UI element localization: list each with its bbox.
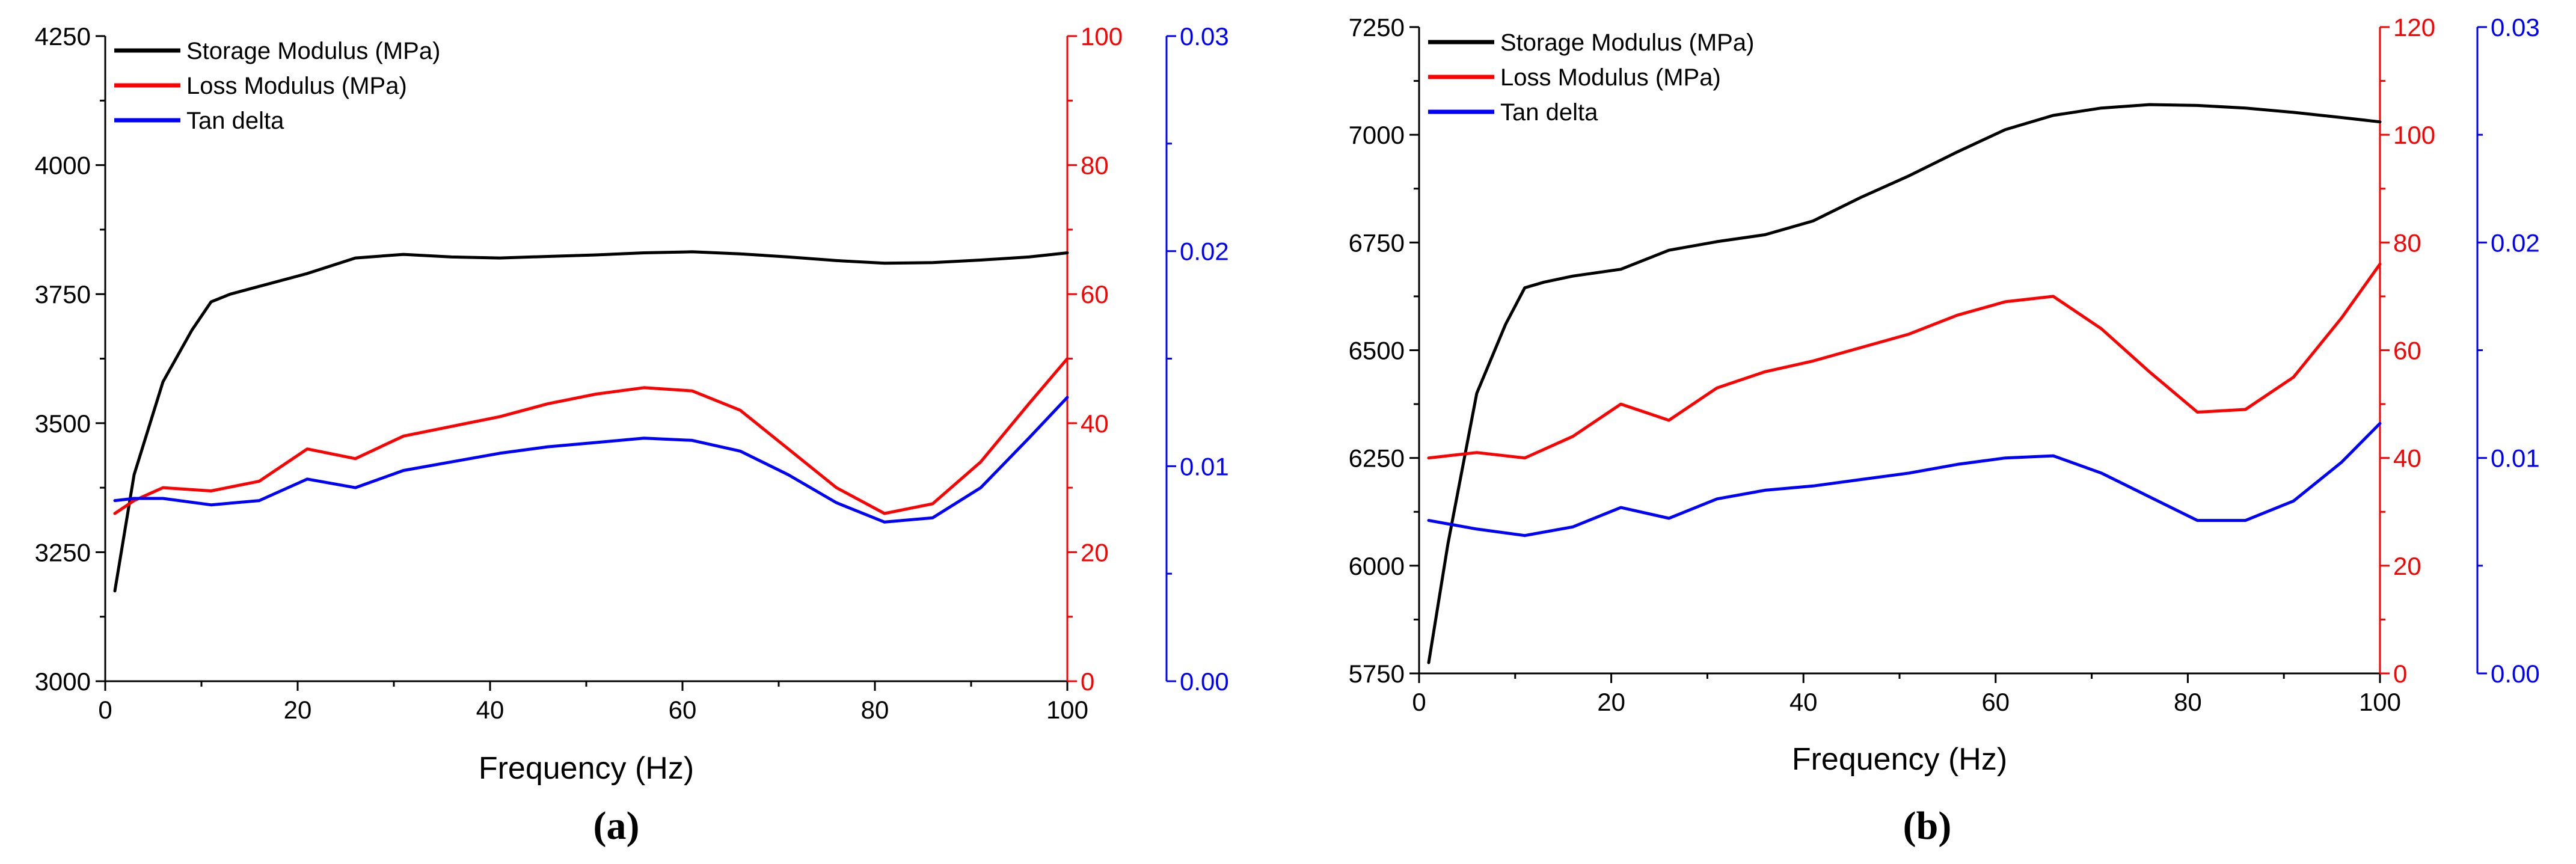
x-tick-label: 0 (1412, 688, 1426, 716)
loss-y-tick-label: 80 (1081, 152, 1109, 180)
legend-label: Storage Modulus (MPa) (1500, 29, 1754, 56)
loss-y-tick-label: 0 (1081, 667, 1094, 696)
chart-panel-b: 0 20 40 60 80 100 5750 6000 6250 6500 6750 7000 7250… (1349, 13, 2540, 848)
left-y-tick-label: 6250 (1349, 444, 1405, 473)
loss-modulus-line (1427, 262, 2382, 460)
left-y-tick-label: 3000 (35, 667, 91, 696)
left-y-tick-label: 3750 (35, 280, 91, 308)
loss-y-tick-label: 100 (1081, 22, 1123, 51)
loss-y-tick-label: 60 (1081, 280, 1109, 308)
legend-label: Loss Modulus (MPa) (1500, 64, 1721, 91)
legend: Storage Modulus (MPa) Loss Modulus (MPa) T… (1428, 29, 1754, 126)
loss-y-tick-label: 60 (2393, 337, 2421, 365)
loss-y-tick-label: 20 (1081, 538, 1109, 566)
x-axis-title: Frequency (Hz) (1792, 742, 2007, 777)
left-y-tick-label: 4250 (35, 22, 91, 51)
left-y-tick-label: 3250 (35, 538, 91, 566)
loss-y-tick-label: 80 (2393, 228, 2421, 257)
x-tick-label: 80 (861, 696, 889, 724)
left-y-tick-label: 5750 (1349, 660, 1405, 688)
tan-y-tick-label: 0.02 (1180, 237, 1229, 266)
panel-label: (a) (593, 804, 640, 848)
left-y-tick-label: 4000 (35, 152, 91, 180)
x-axis-title: Frequency (Hz) (479, 751, 694, 786)
left-y-tick-label: 3500 (35, 409, 91, 438)
loss-y-tick-label: 0 (2393, 660, 2407, 688)
x-tick-label: 0 (98, 696, 112, 724)
x-tick-label: 20 (1597, 688, 1625, 716)
storage-modulus-line (1427, 103, 2382, 664)
left-y-tick-label: 6500 (1349, 337, 1405, 365)
panel-label: (b) (1903, 804, 1952, 848)
loss-y-tick-label: 100 (2393, 121, 2435, 149)
left-y-tick-label: 6750 (1349, 228, 1405, 257)
x-tick-label: 100 (1046, 696, 1088, 724)
left-y-tick-label: 7250 (1349, 13, 1405, 41)
x-tick-label: 60 (669, 696, 697, 724)
left-y-tick-label: 6000 (1349, 552, 1405, 580)
storage-modulus-line (113, 250, 1069, 593)
x-tick-label: 40 (476, 696, 504, 724)
tan-y-tick-label: 0.03 (2491, 13, 2540, 41)
tan-delta-line (113, 396, 1069, 524)
tan-delta-line (1427, 421, 2382, 538)
x-tick-label: 40 (1789, 688, 1818, 716)
tan-y-tick-label: 0.00 (2491, 660, 2540, 688)
x-tick-label: 100 (2359, 688, 2401, 716)
loss-y-tick-label: 40 (2393, 444, 2421, 473)
tan-y-tick-label: 0.00 (1180, 667, 1229, 696)
legend-label: Tan delta (1500, 99, 1598, 126)
legend-label: Tan delta (186, 108, 284, 134)
left-y-tick-label: 7000 (1349, 121, 1405, 149)
loss-y-tick-label: 120 (2393, 13, 2435, 41)
tan-y-tick-label: 0.03 (1180, 22, 1229, 51)
loss-y-tick-label: 20 (2393, 552, 2421, 580)
x-tick-label: 60 (1981, 688, 2010, 716)
tan-y-tick-label: 0.02 (2491, 228, 2540, 257)
legend-label: Loss Modulus (MPa) (186, 73, 407, 99)
legend-label: Storage Modulus (MPa) (186, 38, 440, 64)
loss-modulus-line (113, 357, 1069, 515)
loss-y-tick-label: 40 (1081, 409, 1109, 438)
chart-panel-a: 0 20 40 60 80 100 3000 3250 3500 3750 4000 4250 0 20 4… (35, 22, 1229, 848)
tan-y-tick-label: 0.01 (1180, 452, 1229, 480)
tan-y-tick-label: 0.01 (2491, 444, 2540, 473)
x-tick-label: 20 (284, 696, 312, 724)
x-tick-label: 80 (2174, 688, 2202, 716)
legend: Storage Modulus (MPa) Loss Modulus (MPa) T… (114, 38, 440, 134)
